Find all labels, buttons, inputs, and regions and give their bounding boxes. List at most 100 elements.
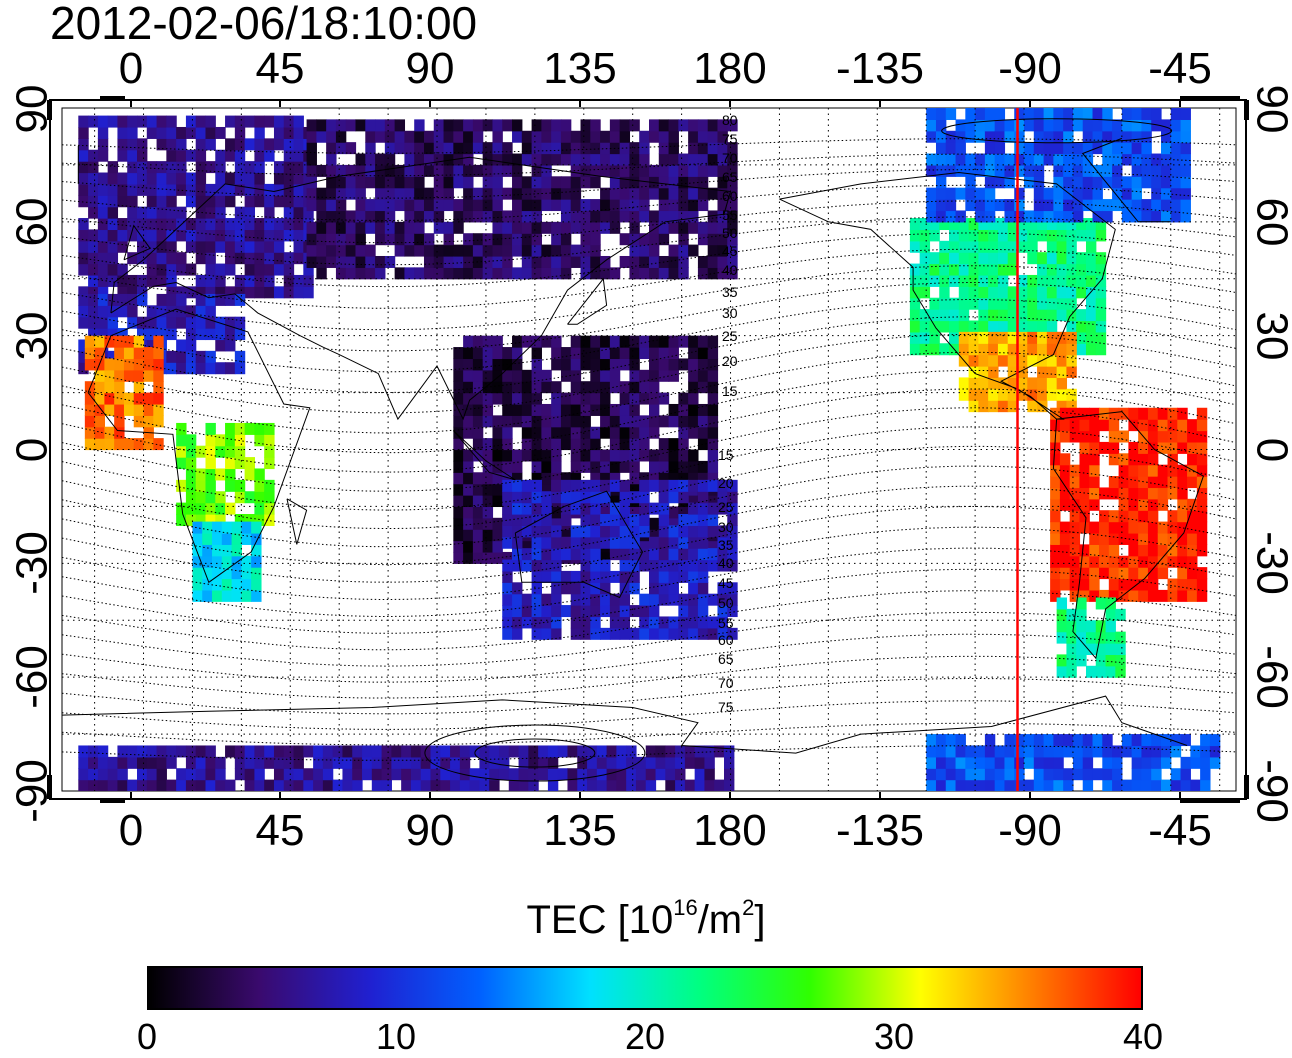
tec-cell bbox=[414, 233, 424, 245]
tec-cell bbox=[483, 529, 493, 541]
tec-cell bbox=[346, 176, 356, 188]
tec-cell bbox=[473, 267, 483, 279]
tec-cell bbox=[245, 229, 255, 241]
tec-cell bbox=[929, 275, 939, 287]
tec-cell bbox=[385, 119, 395, 131]
tec-cell bbox=[669, 267, 679, 279]
tec-cell bbox=[463, 506, 473, 518]
tec-cell bbox=[1066, 355, 1076, 367]
tec-cell bbox=[492, 176, 502, 188]
tec-cell bbox=[946, 780, 956, 792]
tec-cell bbox=[1018, 343, 1028, 355]
tec-cell bbox=[1057, 332, 1067, 344]
tec-cell bbox=[610, 427, 620, 439]
tec-cell bbox=[995, 119, 1005, 131]
tec-cell bbox=[1200, 745, 1210, 757]
tec-cell bbox=[969, 400, 979, 412]
tec-cell bbox=[551, 245, 561, 257]
tec-cell bbox=[600, 381, 610, 393]
tec-cell bbox=[688, 582, 698, 594]
tec-cell bbox=[669, 571, 679, 583]
tec-cell bbox=[538, 768, 548, 780]
tec-cell bbox=[649, 605, 659, 617]
tec-cell bbox=[1177, 567, 1187, 579]
tec-region-siberia bbox=[307, 119, 738, 279]
tec-cell bbox=[571, 461, 581, 473]
tec-cell bbox=[1066, 241, 1076, 253]
tec-cell bbox=[551, 222, 561, 234]
tec-cell bbox=[610, 514, 620, 526]
tec-cell bbox=[186, 780, 196, 792]
tec-cell bbox=[1014, 757, 1024, 769]
tec-cell bbox=[926, 768, 936, 780]
tec-cell bbox=[1034, 768, 1044, 780]
tec-cell bbox=[254, 218, 264, 230]
tec-cell bbox=[1037, 252, 1047, 264]
tec-cell bbox=[186, 457, 196, 469]
tec-cell bbox=[581, 503, 591, 515]
tec-cell bbox=[678, 393, 688, 405]
tec-cell bbox=[88, 229, 98, 241]
tec-cell bbox=[166, 207, 176, 219]
tec-cell bbox=[698, 336, 708, 348]
tec-cell bbox=[678, 537, 688, 549]
tec-cell bbox=[205, 351, 215, 363]
tec-cell bbox=[395, 142, 405, 154]
tec-cell bbox=[414, 176, 424, 188]
tec-cell bbox=[610, 358, 620, 370]
tec-cell bbox=[669, 188, 679, 200]
tec-cell bbox=[395, 176, 405, 188]
tec-cell bbox=[708, 233, 718, 245]
tec-cell bbox=[985, 745, 995, 757]
tec-cell bbox=[1018, 377, 1028, 389]
tec-cell bbox=[571, 537, 581, 549]
tec-cell bbox=[659, 131, 669, 143]
tec-cell bbox=[473, 393, 483, 405]
tec-cell bbox=[1047, 275, 1057, 287]
tec-cell bbox=[629, 628, 639, 640]
tec-cell bbox=[920, 252, 930, 264]
tec-cell bbox=[998, 309, 1008, 321]
tec-cell bbox=[920, 264, 930, 276]
tec-cell bbox=[1177, 556, 1187, 568]
tec-cell bbox=[1044, 210, 1054, 222]
top-axis-tick bbox=[429, 100, 431, 107]
tec-cell bbox=[264, 195, 274, 207]
tec-cell bbox=[629, 347, 639, 359]
tec-cell bbox=[78, 138, 88, 150]
tec-cell bbox=[532, 582, 542, 594]
tec-cell bbox=[440, 768, 450, 780]
tec-cell bbox=[649, 548, 659, 560]
tec-cell bbox=[147, 757, 157, 769]
tec-cell bbox=[254, 229, 264, 241]
tec-cell bbox=[620, 176, 630, 188]
tec-cell bbox=[1066, 320, 1076, 332]
tec-cell bbox=[479, 757, 489, 769]
tec-cell bbox=[988, 366, 998, 378]
tec-cell bbox=[1047, 252, 1057, 264]
contour-label: 35 bbox=[722, 284, 738, 300]
tec-cell bbox=[1063, 188, 1073, 200]
tec-cell bbox=[463, 165, 473, 177]
tec-cell bbox=[1115, 666, 1125, 678]
tec-cell bbox=[561, 393, 571, 405]
tec-cell bbox=[620, 480, 630, 492]
tec-cell bbox=[1027, 400, 1037, 412]
tec-cell bbox=[581, 154, 591, 166]
tec-cell bbox=[134, 381, 144, 393]
tec-cell bbox=[356, 222, 366, 234]
tec-cell bbox=[215, 264, 225, 276]
tec-cell bbox=[502, 142, 512, 154]
tec-cell bbox=[375, 267, 385, 279]
tec-cell bbox=[649, 415, 659, 427]
tec-cell bbox=[1018, 309, 1028, 321]
tec-cell bbox=[629, 438, 639, 450]
tec-cell bbox=[926, 780, 936, 792]
tec-cell bbox=[571, 582, 581, 594]
tec-cell bbox=[492, 518, 502, 530]
tec-cell bbox=[616, 757, 626, 769]
tec-cell bbox=[483, 199, 493, 211]
tec-cell bbox=[1076, 229, 1086, 241]
tec-cell bbox=[978, 320, 988, 332]
tec-cell bbox=[1037, 343, 1047, 355]
